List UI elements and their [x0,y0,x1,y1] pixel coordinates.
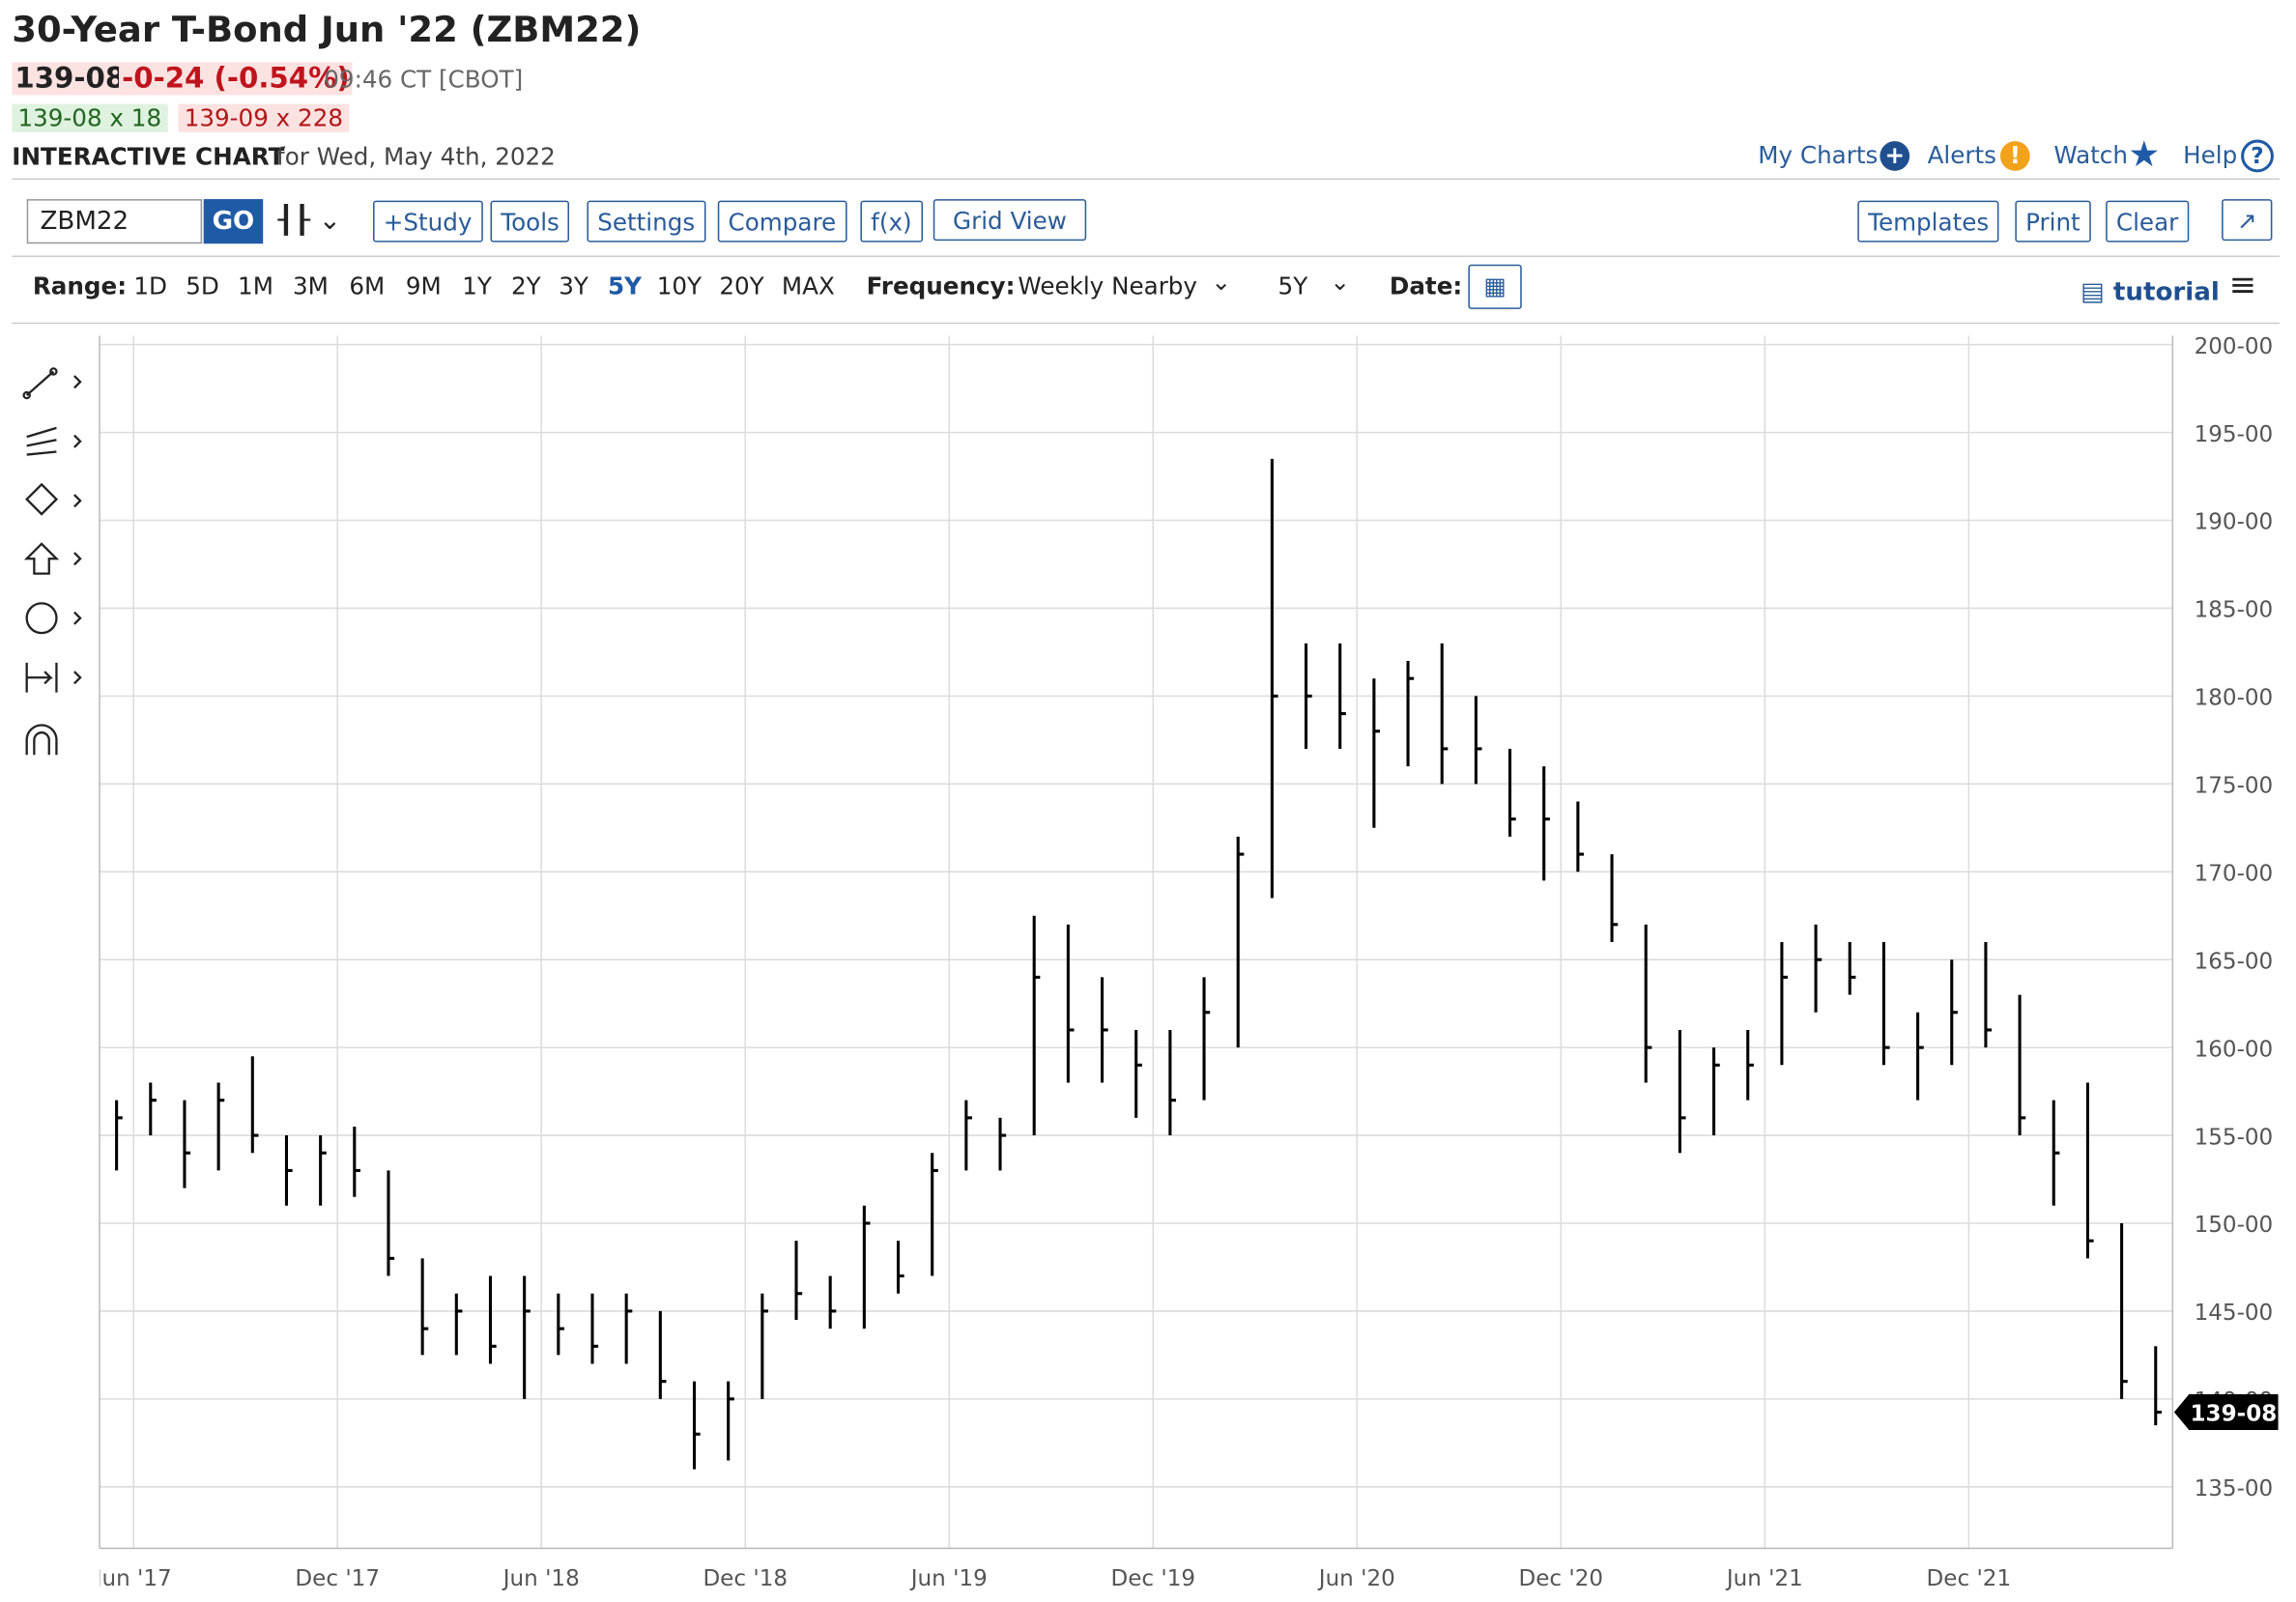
y-tick-label: 190-00 [2195,510,2274,535]
help-icon: ? [2241,139,2274,173]
x-tick-label: Jun '21 [1725,1566,1803,1591]
plus-icon: + [1880,141,1910,171]
y-tick-label: 155-00 [2195,1125,2274,1150]
range-option[interactable]: 5D [186,272,219,300]
ask: 139-09 x 228 [178,103,350,132]
x-tick-label: Dec '20 [1519,1566,1604,1591]
grid-view-button[interactable]: Grid View [933,199,1087,242]
x-tick-label: Dec '21 [1927,1566,2012,1591]
divider [12,255,2281,258]
fib-tool[interactable] [26,426,82,456]
arrow-tool[interactable] [23,542,82,575]
y-tick-label: 135-00 [2195,1476,2274,1502]
shape-tool[interactable] [25,482,82,516]
my-charts[interactable]: My Charts [1758,141,1879,170]
go-button[interactable]: GO [203,199,264,244]
range-option[interactable]: 3Y [559,272,588,300]
expand-button[interactable]: ↗ [2222,199,2273,242]
change: -0-24 (-0.54%) [119,62,353,96]
range-option[interactable]: 1Y [462,272,492,300]
bar-type-select[interactable]: ┨┠ ⌄ [277,205,341,237]
y-tick-label: 145-00 [2195,1301,2274,1326]
chart-date: for Wed, May 4th, 2022 [276,142,556,171]
range-option[interactable]: 10Y [656,272,703,300]
y-tick-label: 185-00 [2195,598,2274,623]
range-option[interactable]: 1D [133,272,168,300]
tutorial-icon: ▤ [2081,277,2105,308]
bid: 139-08 x 18 [12,103,168,132]
x-axis-labels: Jun '17 Dec '17 Jun '18 Dec '18 Jun '19 Dec '… [94,1566,2012,1591]
y-tick-label: 150-00 [2195,1213,2274,1238]
chevron: ⌄ [1330,267,1351,297]
x-tick-label: Jun '17 [94,1566,172,1591]
templates-button[interactable]: Templates [1857,200,1999,243]
symbol-input[interactable]: ZBM22 [26,199,203,244]
clear-button[interactable]: Clear [2106,200,2190,243]
compare-button[interactable]: Compare [717,200,847,243]
fx-button[interactable]: f(x) [860,200,923,243]
frequency-select[interactable]: Weekly Nearby [1018,272,1197,300]
calendar-button[interactable]: ▦ [1468,264,1522,309]
alerts[interactable]: Alerts [1927,141,1996,170]
y-tick-label: 160-00 [2195,1037,2274,1062]
y-tick-label: 170-00 [2195,861,2274,886]
line-tool[interactable] [22,367,82,400]
last-price-label: 139-08 [2191,1402,2278,1427]
tutorial-link[interactable]: tutorial [2112,277,2220,308]
star-icon: ★ [2128,133,2161,176]
print-button[interactable]: Print [2015,200,2091,243]
alert-icon: ! [1999,141,2030,171]
period-select[interactable]: 5Y [1277,272,1308,300]
frequency-label: Frequency: [866,272,1016,300]
y-tick-label: 175-00 [2195,774,2274,799]
menu-icon[interactable]: ≡ [2228,267,2257,305]
x-tick-label: Dec '18 [703,1566,788,1591]
range-label: Range: [32,272,128,300]
last-price-flag [2173,1394,2279,1430]
text-tool[interactable] [25,602,82,635]
measure-tool[interactable] [25,662,82,693]
range-option[interactable]: 2Y [511,272,541,300]
chart-label: INTERACTIVE CHART [12,142,285,171]
time: 09:46 CT [CBOT] [324,65,524,94]
chevron: ⌄ [1211,267,1231,297]
magnet-tool[interactable] [25,724,58,756]
x-tick-label: Dec '17 [295,1566,380,1591]
y-tick-label: 195-00 [2195,422,2274,447]
x-tick-label: Jun '19 [909,1566,988,1591]
date-label: Date: [1389,272,1463,300]
range-option[interactable]: 3M [292,272,329,300]
last-price: 139-08 [12,62,129,96]
study-button[interactable]: +Study [373,200,483,243]
x-tick-label: Dec '19 [1110,1566,1195,1591]
tools-button[interactable]: Tools [490,200,570,243]
watch[interactable]: Watch [2053,141,2128,170]
range-option[interactable]: 1M [238,272,273,300]
drawing-tools [22,367,82,756]
x-tick-label: Jun '20 [1317,1566,1395,1591]
range-option[interactable]: 20Y [719,272,764,300]
range-option[interactable]: 9M [405,272,442,300]
y-tick-label: 200-00 [2195,334,2274,359]
range-option[interactable]: MAX [781,272,835,300]
divider [12,322,2281,325]
y-tick-label: 165-00 [2195,949,2274,974]
range-option[interactable]: 6M [349,272,386,300]
x-tick-label: Jun '18 [502,1566,580,1591]
title: 30-Year T-Bond Jun '22 (ZBM22) [12,9,642,51]
help[interactable]: Help [2183,141,2238,170]
range-option[interactable]: 5Y [607,272,642,300]
y-tick-label: 180-00 [2195,686,2274,711]
settings-button[interactable]: Settings [587,200,705,243]
divider [12,178,2281,181]
